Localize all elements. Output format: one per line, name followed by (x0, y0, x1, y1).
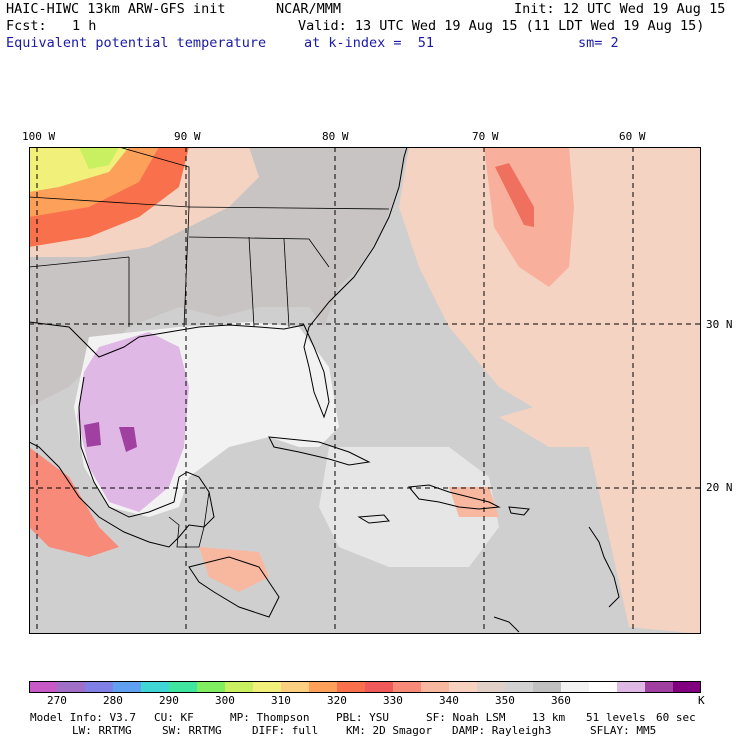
colorbar-swatch (589, 681, 618, 693)
political-borders (29, 147, 390, 548)
colorbar-tick-label: 310 (271, 694, 291, 707)
longwave-scheme: LW: RRTMG (72, 724, 132, 737)
colorbar-swatch (449, 681, 478, 693)
colorbar-swatch (113, 681, 142, 693)
lon-label-60w: 60 W (619, 130, 646, 143)
colorbar-swatch (57, 681, 86, 693)
lon-label-70w: 70 W (472, 130, 499, 143)
colorbar-tick-label: 300 (215, 694, 235, 707)
colorbar-swatch (169, 681, 198, 693)
colorbar-tick-label: 280 (103, 694, 123, 707)
atlantic-theta-e-region (399, 147, 701, 634)
colorbar-tick-label: 320 (327, 694, 347, 707)
microphysics-scheme: MP: Thompson (230, 711, 310, 724)
surface-layer-option: SFLAY: MM5 (590, 724, 657, 737)
graticule (29, 147, 701, 634)
organization-label: NCAR/MMM (276, 1, 342, 17)
damping-option: DAMP: Rayleigh3 (452, 724, 552, 737)
colorbar-tick-label: 330 (383, 694, 403, 707)
gulf-theta-e-maximum (77, 332, 189, 512)
caribbean-region (319, 447, 499, 567)
mexico-warm-region (29, 447, 119, 557)
model-info: Model Info: V3.7 (30, 711, 136, 724)
colorbar-swatch (197, 681, 226, 693)
colorbar-swatch (29, 681, 58, 693)
coastlines (29, 147, 620, 633)
colorbar-tick-label: 270 (47, 694, 67, 707)
colorbar-swatch (309, 681, 338, 693)
colorbar-swatch (85, 681, 114, 693)
valid-time-label: Valid: 13 UTC Wed 19 Aug 15 (11 LDT Wed … (298, 18, 705, 34)
colorbar-swatch (477, 681, 506, 693)
colorbar-unit: K (698, 694, 705, 707)
lat-label-20n: 20 N (706, 481, 733, 494)
colorbar-swatch (505, 681, 534, 693)
colorbar-tick-label: 350 (495, 694, 515, 707)
colorbar-swatch (533, 681, 562, 693)
smoothing-label: sm= 2 (578, 35, 619, 51)
atlantic-max-theta-e (495, 163, 534, 227)
forecast-label: Fcst: (6, 18, 47, 34)
lon-label-90w: 90 W (174, 130, 201, 143)
field-name-label: Equivalent potential temperature (6, 35, 267, 51)
cumulus-scheme: CU: KF (154, 711, 194, 724)
time-step: 60 sec (656, 711, 696, 724)
level-label: at k-index = 51 (304, 35, 435, 51)
vertical-levels: 51 levels (586, 711, 646, 724)
km-option: KM: 2D Smagor (346, 724, 433, 737)
model-title: HAIC-HIWC 13km ARW-GFS init (6, 1, 226, 17)
shortwave-scheme: SW: RRTMG (162, 724, 222, 737)
colorbar-tick-label: 360 (551, 694, 571, 707)
colorbar-swatch (393, 681, 422, 693)
colorbar-swatch (645, 681, 674, 693)
colorbar-swatch (253, 681, 282, 693)
colorbar-frame (29, 681, 701, 693)
colorbar-swatch (561, 681, 590, 693)
colorbar-swatch (421, 681, 450, 693)
lon-label-100w: 100 W (22, 130, 56, 143)
colorbar-swatch (365, 681, 394, 693)
grid-spacing: 13 km (532, 711, 566, 724)
init-time-label: Init: 12 UTC Wed 19 Aug 15 (514, 1, 726, 17)
theta-e-map (29, 147, 701, 634)
diffusion-option: DIFF: full (252, 724, 319, 737)
colorbar-swatch (225, 681, 254, 693)
map-frame (29, 147, 701, 634)
colorbar-swatch (617, 681, 646, 693)
surface-scheme: SF: Noah LSM (426, 711, 506, 724)
colorbar-swatch (673, 681, 701, 693)
pbl-scheme: PBL: YSU (336, 711, 389, 724)
colorbar-swatch (337, 681, 366, 693)
lon-label-80w: 80 W (322, 130, 349, 143)
colorbar-swatch (141, 681, 170, 693)
forecast-hour-value: 1 h (72, 18, 97, 34)
colorbar (29, 681, 701, 693)
colorbar-swatch (281, 681, 310, 693)
colorbar-tick-label: 290 (159, 694, 179, 707)
lat-label-30n: 30 N (706, 318, 733, 331)
colorbar-tick-label: 340 (439, 694, 459, 707)
